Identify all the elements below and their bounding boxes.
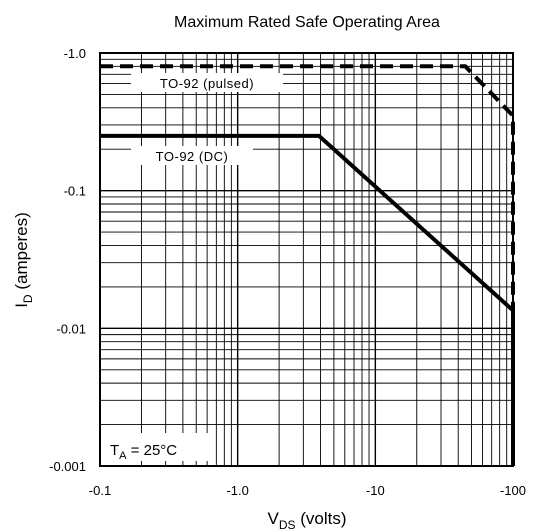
y-tick-label: -0.1 bbox=[64, 184, 86, 199]
x-tick-label: -1.0 bbox=[226, 483, 248, 498]
series-label-pulsed: TO-92 (pulsed) bbox=[160, 76, 254, 91]
y-tick-label: -0.001 bbox=[49, 459, 86, 474]
y-axis-label-main: I bbox=[12, 303, 31, 308]
x-axis-label: VDS (volts) bbox=[267, 509, 346, 531]
x-axis-label-rest: (volts) bbox=[296, 509, 347, 528]
x-tick-label: -10 bbox=[366, 483, 385, 498]
series-line-pulsed bbox=[100, 64, 515, 466]
x-tick-label: -100 bbox=[500, 483, 526, 498]
series-label-dc: TO-92 (DC) bbox=[156, 149, 229, 164]
condition-box: TA = 25°C bbox=[104, 433, 212, 462]
label-pulsed: TO-92 (pulsed) bbox=[131, 73, 283, 92]
condition-rest: = 25°C bbox=[127, 442, 178, 459]
x-axis-label-main: V bbox=[267, 509, 279, 528]
grid-lines bbox=[99, 52, 514, 467]
label-dc: TO-92 (DC) bbox=[131, 146, 253, 165]
series-lines bbox=[100, 64, 515, 466]
x-axis-label-sub: DS bbox=[279, 518, 296, 531]
condition-main: T bbox=[110, 442, 119, 459]
x-tick-label: -0.1 bbox=[89, 483, 111, 498]
y-axis-label-rest: (amperes) bbox=[12, 212, 31, 294]
condition-text: TA = 25°C bbox=[110, 442, 177, 462]
tick-labels: -0.1 -1.0 -10 -100 -0.001 -0.01 -0.1 -1.0 bbox=[49, 46, 526, 498]
series-line-dc bbox=[100, 133, 515, 466]
plot-frame bbox=[99, 52, 514, 467]
y-tick-label: -1.0 bbox=[64, 46, 86, 61]
y-tick-label: -0.01 bbox=[56, 321, 86, 336]
y-axis-label: ID (amperes) bbox=[12, 212, 35, 308]
y-axis-label-sub: D bbox=[21, 294, 35, 303]
condition-sub: A bbox=[119, 450, 127, 462]
chart-title: Maximum Rated Safe Operating Area bbox=[174, 14, 440, 31]
